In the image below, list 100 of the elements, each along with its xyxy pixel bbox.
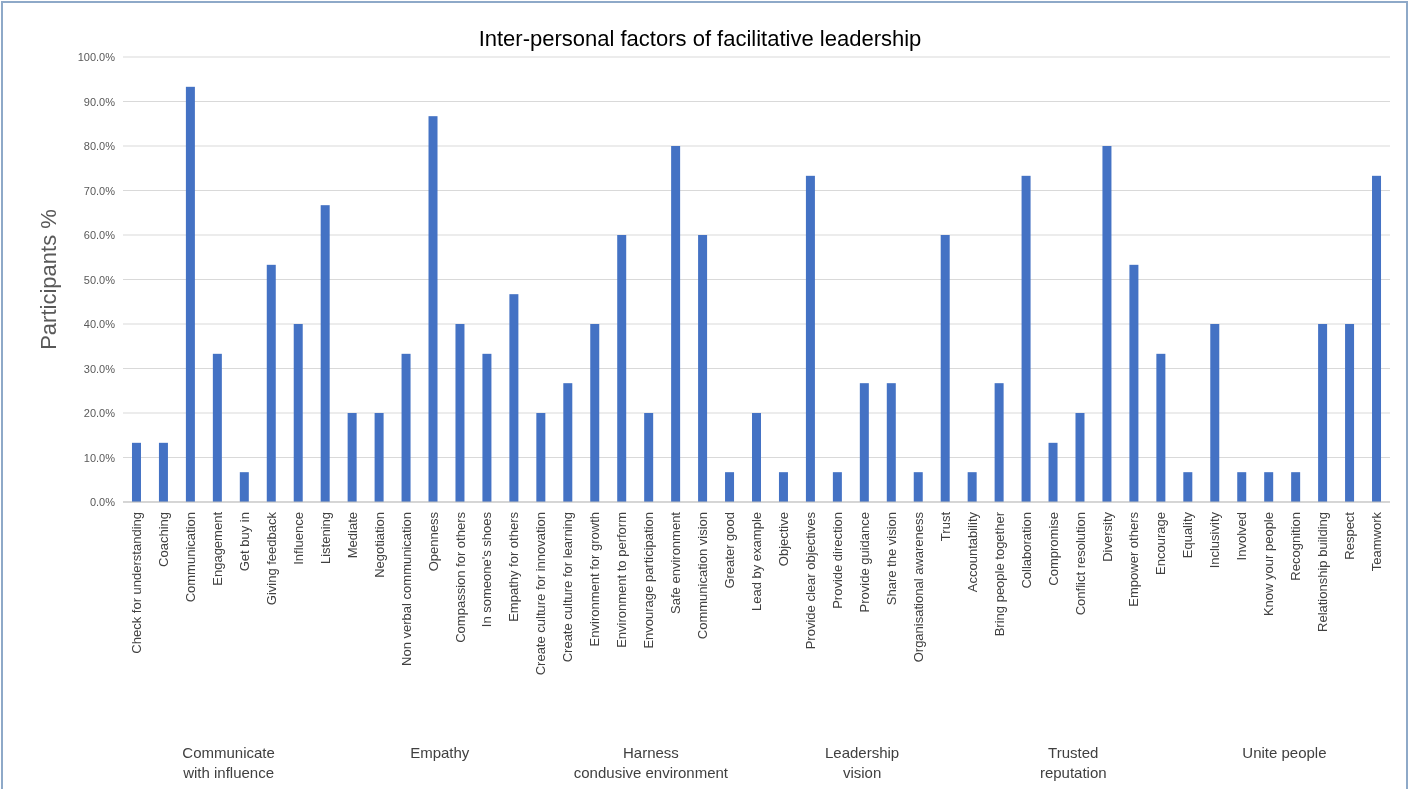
x-tick-label: Lead by example [749, 512, 765, 612]
bar [482, 353, 492, 502]
bar [158, 442, 168, 502]
y-tick-label: 80.0% [83, 140, 116, 153]
x-tick-label: Listening [317, 512, 333, 565]
bar [212, 353, 222, 502]
bar [1183, 472, 1193, 502]
x-tick-label: Openness [425, 511, 441, 572]
x-tick-label: Teamwork [1369, 511, 1385, 572]
x-tick-label: Check for understanding [129, 512, 145, 654]
y-tick-label: 0.0% [89, 496, 116, 509]
bar [1048, 442, 1058, 502]
bar [617, 235, 627, 502]
x-tick-label: Equality [1180, 511, 1196, 559]
bar [1210, 324, 1220, 502]
x-tick-label: Diversity [1099, 511, 1115, 562]
x-tick-label: Envourage participation [641, 512, 657, 649]
x-tick-label: Create culture for innovation [533, 512, 549, 676]
x-tick-label: Involved [1234, 512, 1250, 561]
bar [455, 324, 465, 502]
x-tick-label: Collaboration [1018, 512, 1034, 589]
x-tick-label: Communication vision [695, 512, 711, 640]
bar [1372, 175, 1382, 502]
bar [778, 472, 788, 502]
x-tick-label: Recognition [1288, 512, 1304, 581]
x-tick-label: Provide direction [829, 512, 845, 609]
y-tick-label: 10.0% [83, 451, 116, 464]
bar [859, 383, 869, 502]
bar [1129, 264, 1139, 502]
bar [320, 205, 330, 502]
bar [752, 413, 761, 502]
bar [940, 235, 950, 502]
x-tick-label: Accountability [964, 511, 980, 593]
bar [1102, 146, 1112, 502]
bar [805, 175, 815, 502]
x-tick-label: Communication [182, 512, 198, 603]
x-tick-label: Objective [776, 512, 792, 567]
x-tick-label: Conflict resolution [1072, 512, 1088, 616]
bar [131, 442, 141, 502]
bar [1264, 472, 1274, 502]
x-tick-label: Influence [290, 512, 306, 565]
bar [1156, 353, 1166, 502]
x-tick-label: In someone's shoes [479, 511, 495, 628]
bar [832, 472, 842, 502]
x-tick-label: Engagement [209, 511, 225, 586]
bar [698, 235, 708, 502]
x-tick-label: Get buy in [236, 512, 252, 572]
bar [967, 472, 977, 502]
x-tick-label: Empathy for others [506, 511, 522, 622]
x-tick-label: Bring people together [991, 511, 1007, 637]
bar [1021, 175, 1031, 502]
x-tick-label: Inclusivity [1207, 511, 1223, 569]
x-tick-label: Environment to perform [614, 512, 630, 648]
y-tick-label: 60.0% [83, 229, 116, 242]
bar [266, 264, 276, 502]
y-tick-label: 70.0% [83, 184, 116, 197]
bar [374, 413, 384, 502]
text: Empathy [410, 744, 470, 761]
bar [1345, 324, 1355, 502]
x-tick-label: Create culture for learning [560, 512, 576, 663]
text: Communicate with influence [182, 744, 275, 781]
x-tick-label: Compassion for others [452, 511, 468, 643]
bar [293, 324, 303, 502]
bar [347, 413, 357, 502]
y-axis-title: Participants % [36, 209, 61, 350]
bar [644, 413, 654, 502]
x-tick-label: Mediate [344, 512, 360, 559]
x-tick-label: Empower others [1126, 511, 1142, 607]
y-tick-label: 100.0% [77, 51, 116, 64]
y-tick-label: 40.0% [83, 318, 116, 331]
bar [428, 116, 438, 502]
text: Harness condusive environment [573, 744, 729, 781]
bar [401, 353, 411, 502]
y-tick-label: 50.0% [83, 273, 116, 286]
bar [509, 294, 519, 502]
x-tick-label: Greater good [722, 512, 738, 589]
bar [886, 383, 896, 502]
x-tick-label: Provide guidance [856, 512, 872, 613]
y-tick-label: 30.0% [83, 362, 116, 375]
y-tick-label: 20.0% [83, 407, 116, 420]
x-tick-label: Provide clear objectives [802, 511, 818, 650]
bar [590, 324, 600, 502]
text: Unite people [1242, 744, 1327, 761]
text: Trusted reputation [1039, 744, 1107, 781]
x-tick-label: Negotiation [371, 512, 387, 578]
bar [1291, 472, 1301, 502]
x-tick-label: Respect [1342, 511, 1358, 560]
x-tick-label: Coaching [155, 512, 171, 567]
y-tick-label: 90.0% [83, 95, 116, 108]
x-tick-label: Environment for growth [587, 512, 603, 647]
bar [563, 383, 573, 502]
bar [913, 472, 923, 502]
x-tick-label: Know your people [1261, 512, 1277, 617]
x-tick-label: Organisational awareness [910, 511, 926, 663]
x-tick-label: Share the vision [883, 512, 899, 606]
x-tick-label: Trust [937, 511, 953, 542]
x-tick-label: Non verbal communication [398, 512, 414, 666]
bar [1318, 324, 1328, 502]
bar [1075, 413, 1085, 502]
bar [536, 413, 546, 502]
